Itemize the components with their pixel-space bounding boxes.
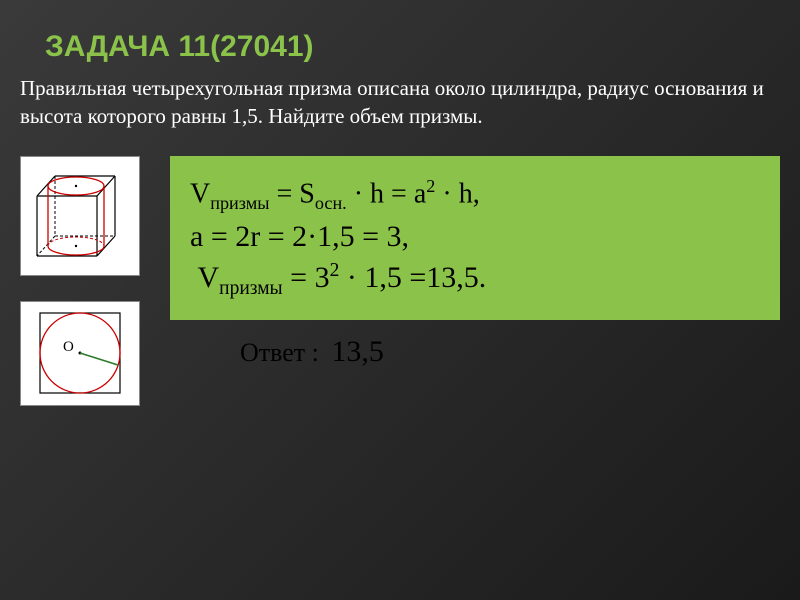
circle-svg: O bbox=[25, 303, 135, 403]
answer-label: Ответ : bbox=[240, 338, 319, 367]
o-label: O bbox=[63, 339, 74, 355]
answer-row: Ответ : 13,5 bbox=[170, 320, 780, 369]
problem-title: ЗАДАЧА 11(27041) bbox=[0, 0, 800, 74]
content-area: O Vпризмы = Sосн. · h = a2 · h, a = 2r =… bbox=[0, 131, 800, 406]
prism-diagram bbox=[20, 156, 140, 276]
formula-line-1: Vпризмы = Sосн. · h = a2 · h, bbox=[190, 176, 760, 214]
formula-line-2: a = 2r = 2·1,5 = 3, bbox=[190, 220, 760, 254]
formula-box: Vпризмы = Sосн. · h = a2 · h, a = 2r = 2… bbox=[170, 156, 780, 320]
formula-line-3: Vпризмы = 32 · 1,5 =13,5. bbox=[190, 260, 760, 300]
prism-svg bbox=[25, 161, 135, 271]
answer-value: 13,5 bbox=[331, 335, 384, 368]
formula-column: Vпризмы = Sосн. · h = a2 · h, a = 2r = 2… bbox=[170, 156, 780, 406]
diagrams-column: O bbox=[20, 156, 150, 406]
problem-statement: Правильная четырехугольная призма описан… bbox=[0, 74, 800, 131]
circle-diagram: O bbox=[20, 301, 140, 406]
